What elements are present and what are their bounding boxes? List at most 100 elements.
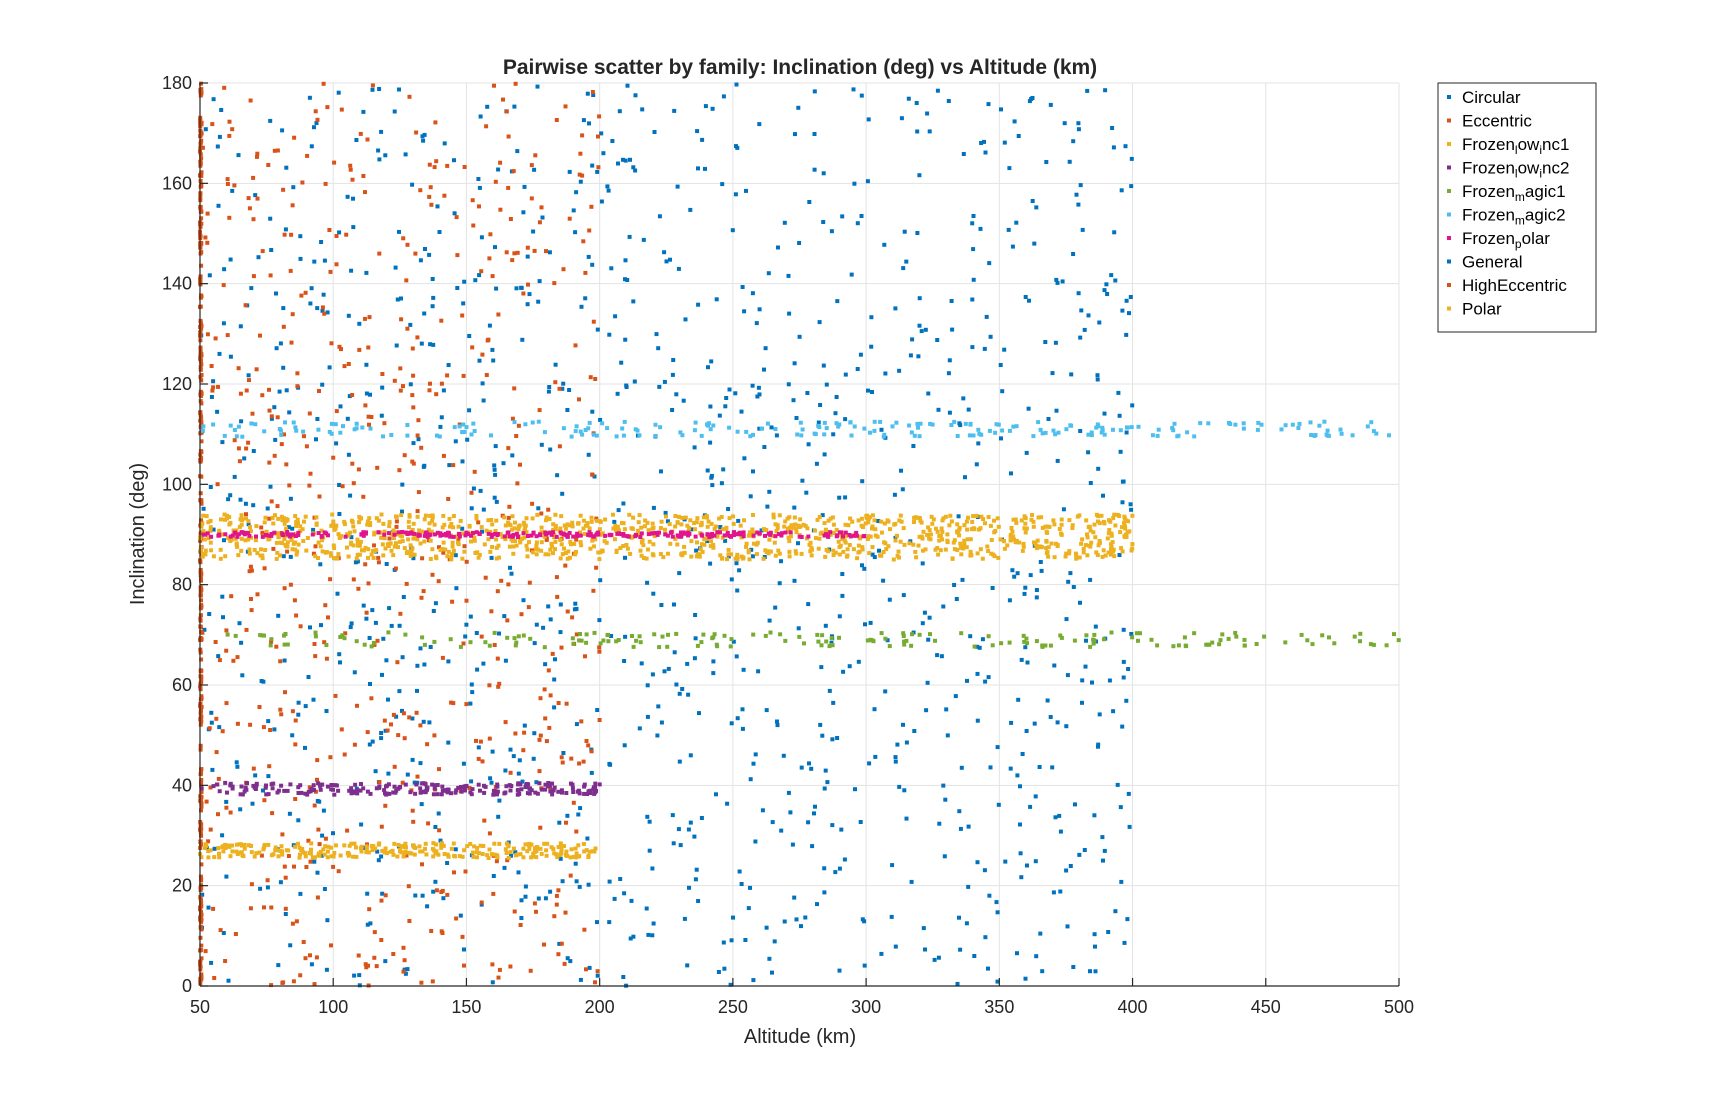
data-point xyxy=(198,829,203,834)
data-point xyxy=(446,531,451,536)
data-point xyxy=(740,707,745,712)
data-point xyxy=(329,854,334,859)
data-point xyxy=(700,542,704,547)
data-point xyxy=(273,437,278,442)
data-point xyxy=(384,851,389,856)
data-point xyxy=(612,519,617,524)
data-point xyxy=(375,849,380,854)
data-point xyxy=(1060,279,1065,284)
data-point xyxy=(222,538,226,543)
data-point xyxy=(367,907,372,912)
data-point xyxy=(367,516,372,521)
data-point xyxy=(521,855,526,860)
data-point xyxy=(218,547,223,552)
data-point xyxy=(490,749,495,754)
data-point xyxy=(522,535,527,540)
data-point xyxy=(576,788,581,793)
data-point xyxy=(491,358,496,363)
data-point xyxy=(1099,513,1104,518)
data-point xyxy=(275,148,280,153)
data-point xyxy=(794,551,799,556)
data-point xyxy=(437,828,442,833)
data-point xyxy=(616,508,621,513)
data-point xyxy=(349,268,354,273)
data-point xyxy=(199,362,204,367)
data-point xyxy=(1093,535,1098,540)
data-point xyxy=(644,906,649,911)
data-point xyxy=(797,634,802,639)
data-point xyxy=(996,524,1001,529)
data-point xyxy=(738,523,743,528)
data-point xyxy=(575,534,580,538)
data-point xyxy=(219,108,224,112)
data-point xyxy=(352,841,357,846)
data-point xyxy=(339,727,344,732)
data-point xyxy=(377,780,382,784)
data-point xyxy=(248,722,253,727)
data-point xyxy=(647,819,652,824)
data-point xyxy=(488,232,493,237)
data-point xyxy=(515,792,520,797)
data-point xyxy=(479,900,484,905)
data-point xyxy=(347,394,352,399)
data-point xyxy=(199,439,204,444)
data-point xyxy=(334,523,339,528)
data-point xyxy=(280,518,285,523)
data-point xyxy=(399,850,404,855)
data-point xyxy=(523,894,528,899)
data-point xyxy=(332,546,337,550)
data-point xyxy=(942,854,947,859)
data-point xyxy=(862,426,867,431)
data-point xyxy=(594,518,599,523)
data-point xyxy=(892,522,897,527)
data-point xyxy=(209,364,214,368)
data-point xyxy=(1039,515,1044,520)
data-point xyxy=(1226,636,1231,641)
data-point xyxy=(781,753,786,758)
data-point xyxy=(478,114,483,119)
data-point xyxy=(262,905,266,910)
data-point xyxy=(656,704,661,709)
data-point xyxy=(1010,244,1015,249)
data-point xyxy=(683,317,688,322)
data-point xyxy=(1297,421,1302,426)
data-point xyxy=(294,534,298,538)
data-point xyxy=(404,845,408,850)
data-point xyxy=(651,921,656,926)
data-point xyxy=(662,669,667,674)
data-point xyxy=(570,520,575,525)
data-point xyxy=(749,547,754,552)
data-point xyxy=(986,634,991,639)
data-point xyxy=(398,847,403,852)
data-point xyxy=(272,405,277,410)
data-point xyxy=(211,422,216,427)
data-point xyxy=(348,625,353,630)
data-point xyxy=(569,781,573,786)
data-point xyxy=(670,534,675,539)
data-point xyxy=(252,854,257,859)
data-point xyxy=(514,434,519,438)
data-point xyxy=(553,512,558,517)
data-point xyxy=(394,343,399,348)
data-point xyxy=(1058,829,1063,834)
data-point xyxy=(460,526,465,531)
data-point xyxy=(630,634,634,638)
data-point xyxy=(288,782,293,787)
data-point xyxy=(430,513,435,518)
data-point xyxy=(584,632,589,637)
data-point xyxy=(560,760,565,765)
data-point xyxy=(233,633,238,638)
data-point xyxy=(526,605,531,610)
data-point xyxy=(1119,188,1124,193)
data-point xyxy=(543,662,548,667)
data-point xyxy=(238,842,243,847)
data-point xyxy=(774,433,779,438)
data-point xyxy=(812,167,817,172)
data-point xyxy=(609,634,614,638)
data-point xyxy=(411,536,416,541)
data-point xyxy=(281,187,286,192)
data-point xyxy=(199,855,204,860)
data-point xyxy=(482,783,486,788)
data-point xyxy=(921,926,926,931)
data-point xyxy=(376,148,381,153)
